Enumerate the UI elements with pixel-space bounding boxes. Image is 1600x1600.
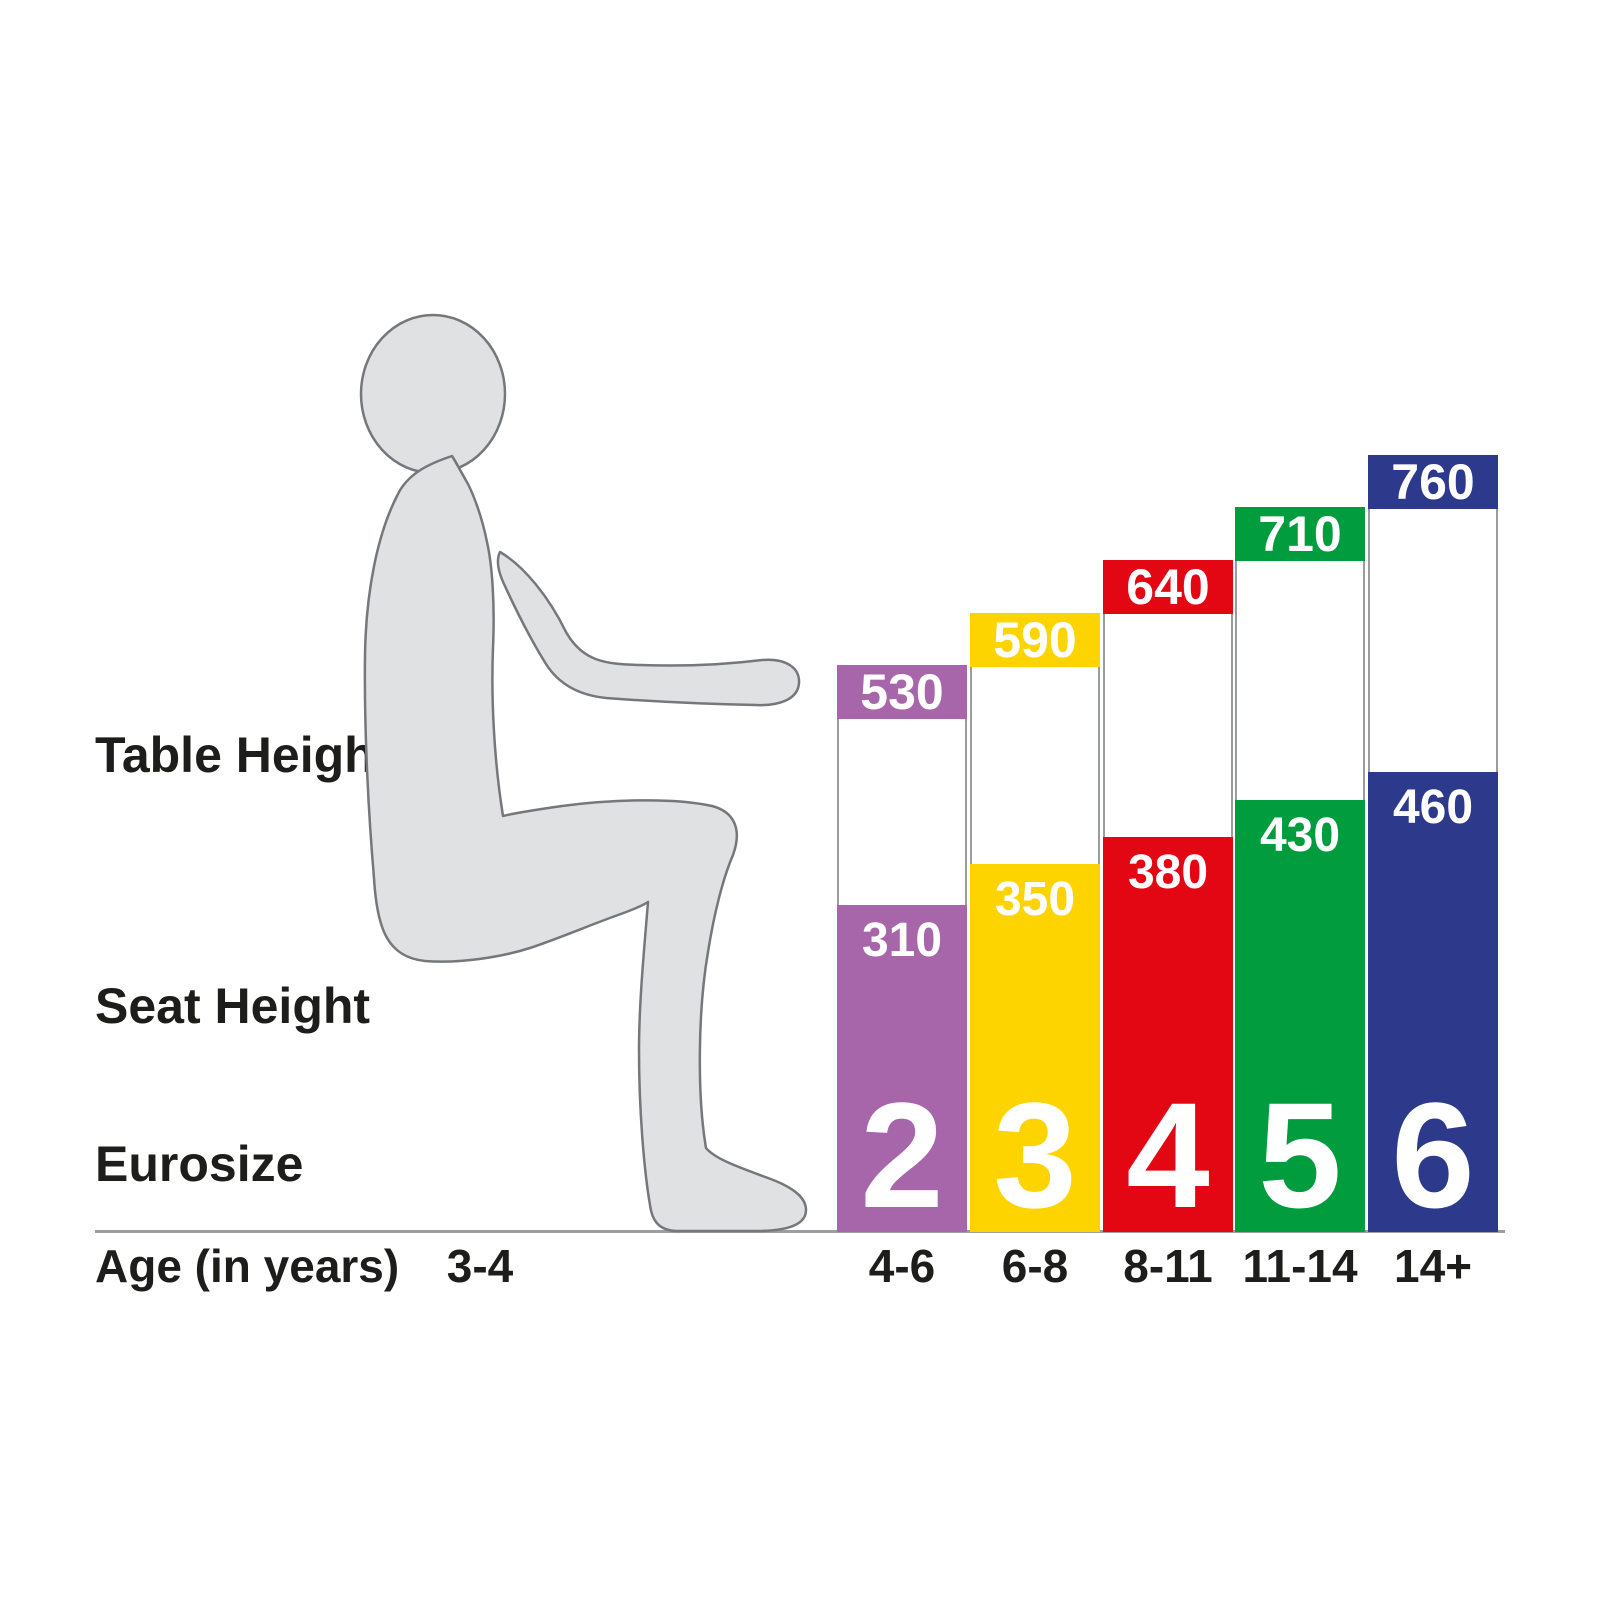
table-height-label: Table Height: [95, 727, 392, 783]
seat-height-segment: 380 4: [1103, 837, 1233, 1232]
column-middle-section: [1103, 614, 1233, 837]
table-height-cap: 530: [837, 665, 967, 719]
eurosize-digit: 6: [1391, 1071, 1475, 1239]
eurosize-digit: 2: [860, 1071, 944, 1239]
size1-table-height-box: 460 mm: [580, 726, 760, 779]
age-label: 4-6: [868, 1240, 936, 1292]
column-middle-section: [1368, 509, 1498, 772]
seat-height-label: Seat Height: [95, 978, 371, 1034]
age-label: 6-8: [1001, 1240, 1069, 1292]
seat-height-value: 430: [1259, 809, 1341, 862]
column-middle-section: [837, 719, 967, 905]
seat-height-segment: 350 3: [970, 864, 1100, 1232]
silhouette-head: [359, 313, 507, 475]
table-height-cap: 710: [1235, 507, 1365, 561]
seat-height-value: 310: [861, 914, 943, 967]
eurosize-label: Eurosize: [95, 1136, 304, 1192]
age-axis-label: Age (in years): [95, 1240, 400, 1292]
table-height-cap: 760: [1368, 455, 1498, 509]
eurosize-digit: 3: [993, 1071, 1077, 1239]
table-height-cap: 640: [1103, 560, 1233, 614]
age-label: 8-11: [1123, 1240, 1213, 1292]
age-label: 14+: [1393, 1240, 1473, 1292]
seat-height-segment: 430 5: [1235, 800, 1365, 1232]
seat-height-value: 350: [994, 873, 1076, 926]
seat-height-segment: 460 6: [1368, 772, 1498, 1232]
age-label: 3-4: [446, 1240, 514, 1292]
seat-height-value: 460: [1392, 781, 1474, 834]
age-label: 11-14: [1242, 1240, 1358, 1292]
size1-seat-column: 260 mm 1: [375, 965, 585, 1232]
silhouette-arm: [496, 550, 801, 707]
table-height-cap: 590: [970, 613, 1100, 667]
eurosize-digit: 5: [1258, 1071, 1342, 1239]
eurosize-digit: 4: [1126, 1071, 1210, 1239]
column-middle-section: [1235, 561, 1365, 800]
seat-height-segment: 310 2: [837, 905, 967, 1232]
seat-height-value: 380: [1127, 846, 1209, 899]
size1-seat-height-value: 260 mm: [386, 982, 574, 1038]
size1-eurosize-digit: 1: [438, 1071, 522, 1239]
column-middle-section: [970, 667, 1100, 864]
